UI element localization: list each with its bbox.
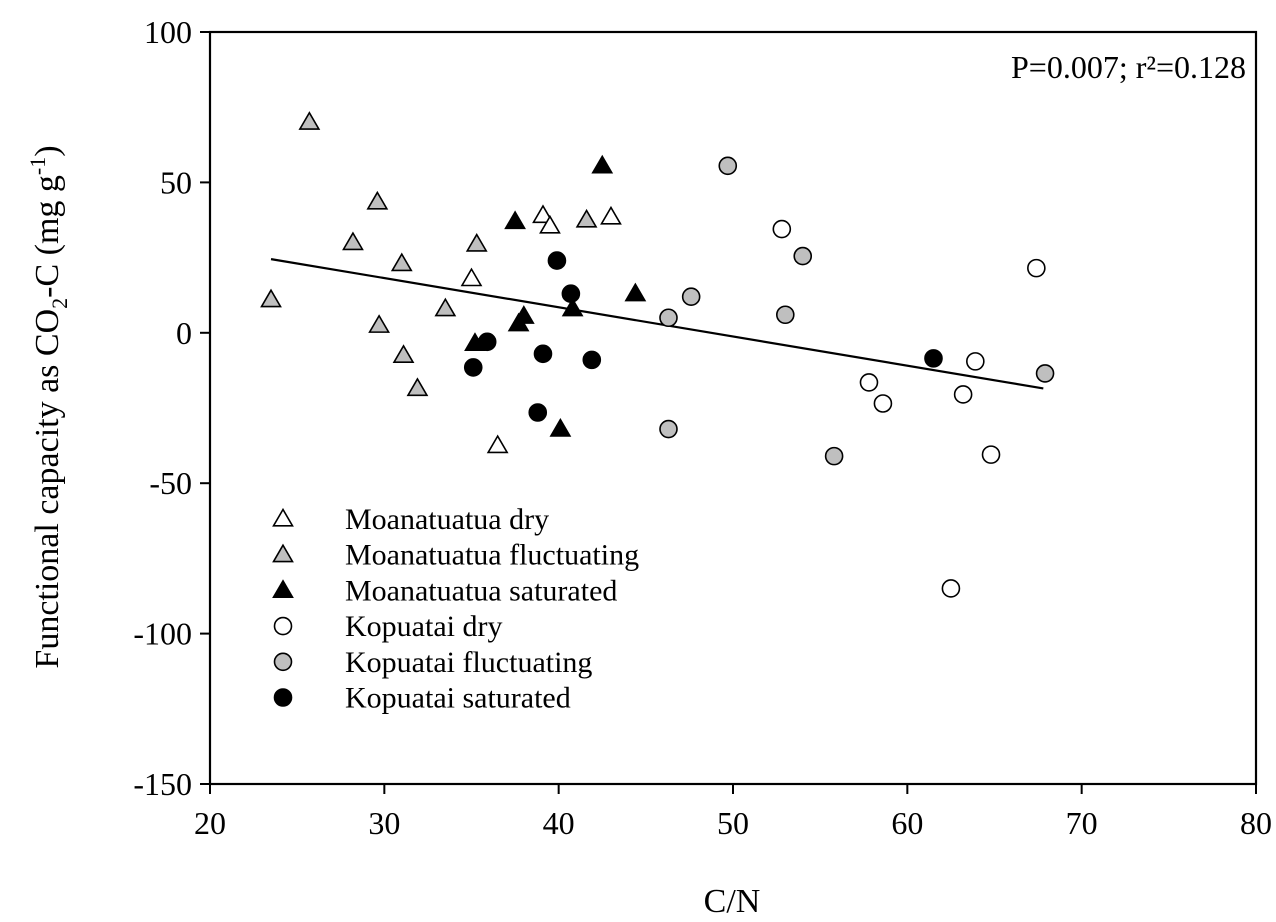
data-point [775,305,795,325]
data-point [504,210,526,230]
data-point [533,344,553,364]
x-tick-label: 70 [1066,805,1098,841]
data-point [342,231,364,251]
data-point [406,377,429,397]
data-point [953,385,973,404]
data-point [624,282,647,302]
y-tick-label: 100 [144,14,192,50]
data-point [547,251,567,270]
y-tick-label: 0 [176,315,192,351]
x-tick-label: 20 [194,805,226,841]
x-axis-ticks: 20 30 40 50 60 70 80 [194,784,1272,841]
y-axis-title-superscript: -1 [25,157,50,175]
data-point [532,204,554,224]
data-point [659,419,678,439]
legend-label: Moanatuatua fluctuating [345,539,639,572]
data-points [260,111,1055,598]
legend-marker [272,507,294,527]
data-point [600,205,622,225]
x-tick-label: 50 [717,805,749,841]
y-axis-ticks: 100 50 0 -50 -100 -150 [133,14,210,802]
data-point [824,446,844,466]
y-tick-label: -100 [133,616,192,652]
y-tick-label: -50 [149,465,192,501]
data-point [966,352,985,371]
data-point [561,284,581,303]
data-point [260,288,282,308]
data-point [528,403,548,422]
y-axis-title-subscript: 2 [47,298,72,309]
data-point [463,358,483,377]
y-axis-title-end: ) [29,145,66,156]
data-point [368,314,390,333]
legend-marker [272,579,294,599]
regression-statistics: P=0.007; r²=0.128 [1011,49,1246,85]
data-point [575,208,598,228]
data-point [981,445,1001,464]
regression-line [270,258,1044,390]
data-point [465,232,488,252]
series-5 [463,251,943,422]
legend-marker [273,688,293,707]
data-point [390,252,413,272]
x-axis-title: C/N [704,883,761,920]
legend-label: Moanatuatua dry [345,503,549,536]
data-point [549,417,572,437]
series-2 [464,154,647,437]
data-point [681,287,701,307]
data-point [718,156,738,176]
legend-marker [273,616,293,636]
x-tick-label: 40 [543,805,575,841]
data-point [793,246,813,266]
data-point [366,190,389,210]
data-point [434,297,457,317]
data-point [1027,258,1046,278]
x-tick-label: 60 [891,805,923,841]
series-4 [659,156,1055,466]
series-1 [260,111,598,397]
data-point [873,394,893,413]
data-point [859,373,879,392]
legend-label: Kopuatai saturated [345,682,571,715]
data-point [582,350,602,370]
data-point [507,312,530,332]
data-point [591,154,614,174]
data-point [477,332,497,352]
data-point [941,579,961,598]
legend-label: Kopuatai fluctuating [345,646,592,679]
data-point [772,219,792,239]
data-point [298,111,321,130]
data-point [392,344,415,364]
x-tick-label: 30 [368,805,400,841]
y-axis-title-middle: -C (mg g [29,175,66,298]
legend-label: Moanatuatua saturated [345,574,617,607]
series-3 [772,219,1046,598]
y-tick-label: 50 [160,164,192,200]
y-axis-title: Functional capacity as CO2-C (mg g-1) [25,145,72,668]
data-point [486,434,509,454]
legend-label: Kopuatai dry [345,610,502,643]
data-point [460,267,483,287]
y-tick-label: -150 [133,766,192,802]
data-point [1035,364,1055,383]
data-point [561,297,584,317]
data-point [539,214,561,234]
legend-marker [273,652,293,672]
y-axis-title-main: Functional capacity as CO [29,309,66,669]
legend-marker [272,543,294,563]
x-tick-label: 80 [1240,805,1272,841]
data-point [924,349,943,368]
data-point [659,308,678,328]
series-0 [460,204,622,454]
